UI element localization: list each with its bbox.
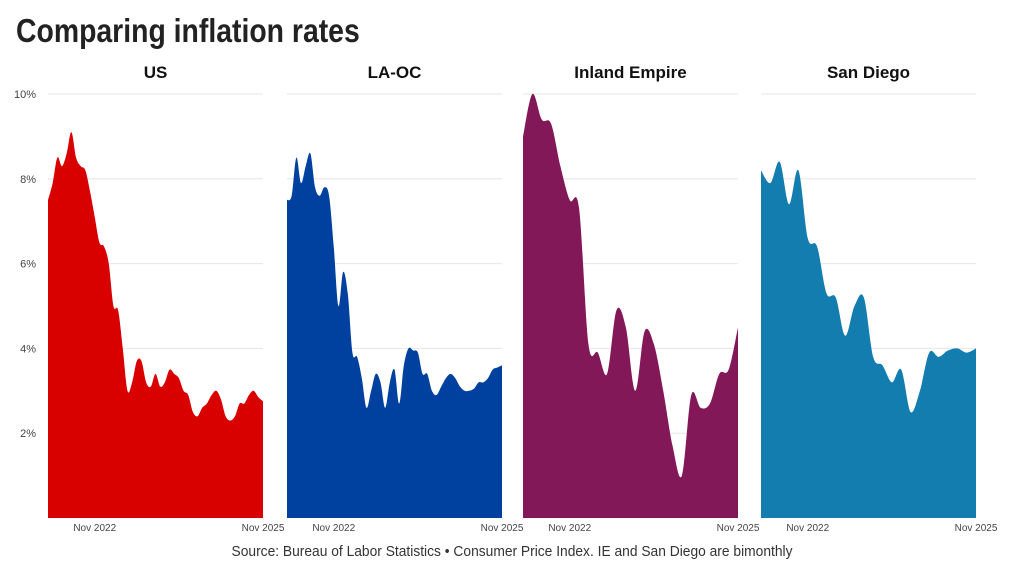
y-tick-label: 6% <box>20 259 36 271</box>
x-tick-label: Nov 2022 <box>548 523 591 534</box>
y-tick-label: 2% <box>20 428 36 440</box>
x-tick-label: Nov 2025 <box>481 523 524 534</box>
panel-title: Inland Empire <box>574 63 686 82</box>
y-tick-label: 10% <box>14 89 36 101</box>
area-san-diego <box>761 161 976 518</box>
area-inland-empire <box>523 93 738 518</box>
x-tick-label: Nov 2025 <box>955 523 998 534</box>
x-tick-label: Nov 2025 <box>242 523 285 534</box>
y-tick-label: 8% <box>20 174 36 186</box>
x-tick-label: Nov 2022 <box>73 523 116 534</box>
x-tick-label: Nov 2022 <box>312 523 355 534</box>
panel-title: US <box>144 63 168 82</box>
area-us <box>48 132 263 518</box>
panel-title: LA-OC <box>368 63 422 82</box>
chart-title: Comparing inflation rates <box>16 12 360 49</box>
area-la-oc <box>287 152 502 518</box>
panel-title: San Diego <box>827 63 910 82</box>
source-note: Source: Bureau of Labor Statistics • Con… <box>231 543 793 560</box>
y-tick-label: 4% <box>20 343 36 355</box>
x-tick-label: Nov 2025 <box>717 523 760 534</box>
x-tick-label: Nov 2022 <box>786 523 829 534</box>
